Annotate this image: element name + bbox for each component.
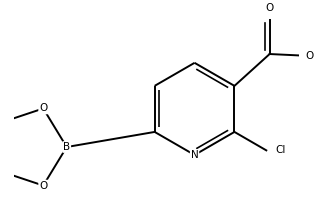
Text: N: N — [191, 150, 198, 160]
Text: O: O — [266, 3, 274, 13]
Text: O: O — [305, 51, 313, 61]
Text: Cl: Cl — [276, 145, 286, 155]
Text: O: O — [39, 103, 47, 113]
Text: O: O — [39, 181, 47, 191]
Text: B: B — [63, 142, 70, 152]
